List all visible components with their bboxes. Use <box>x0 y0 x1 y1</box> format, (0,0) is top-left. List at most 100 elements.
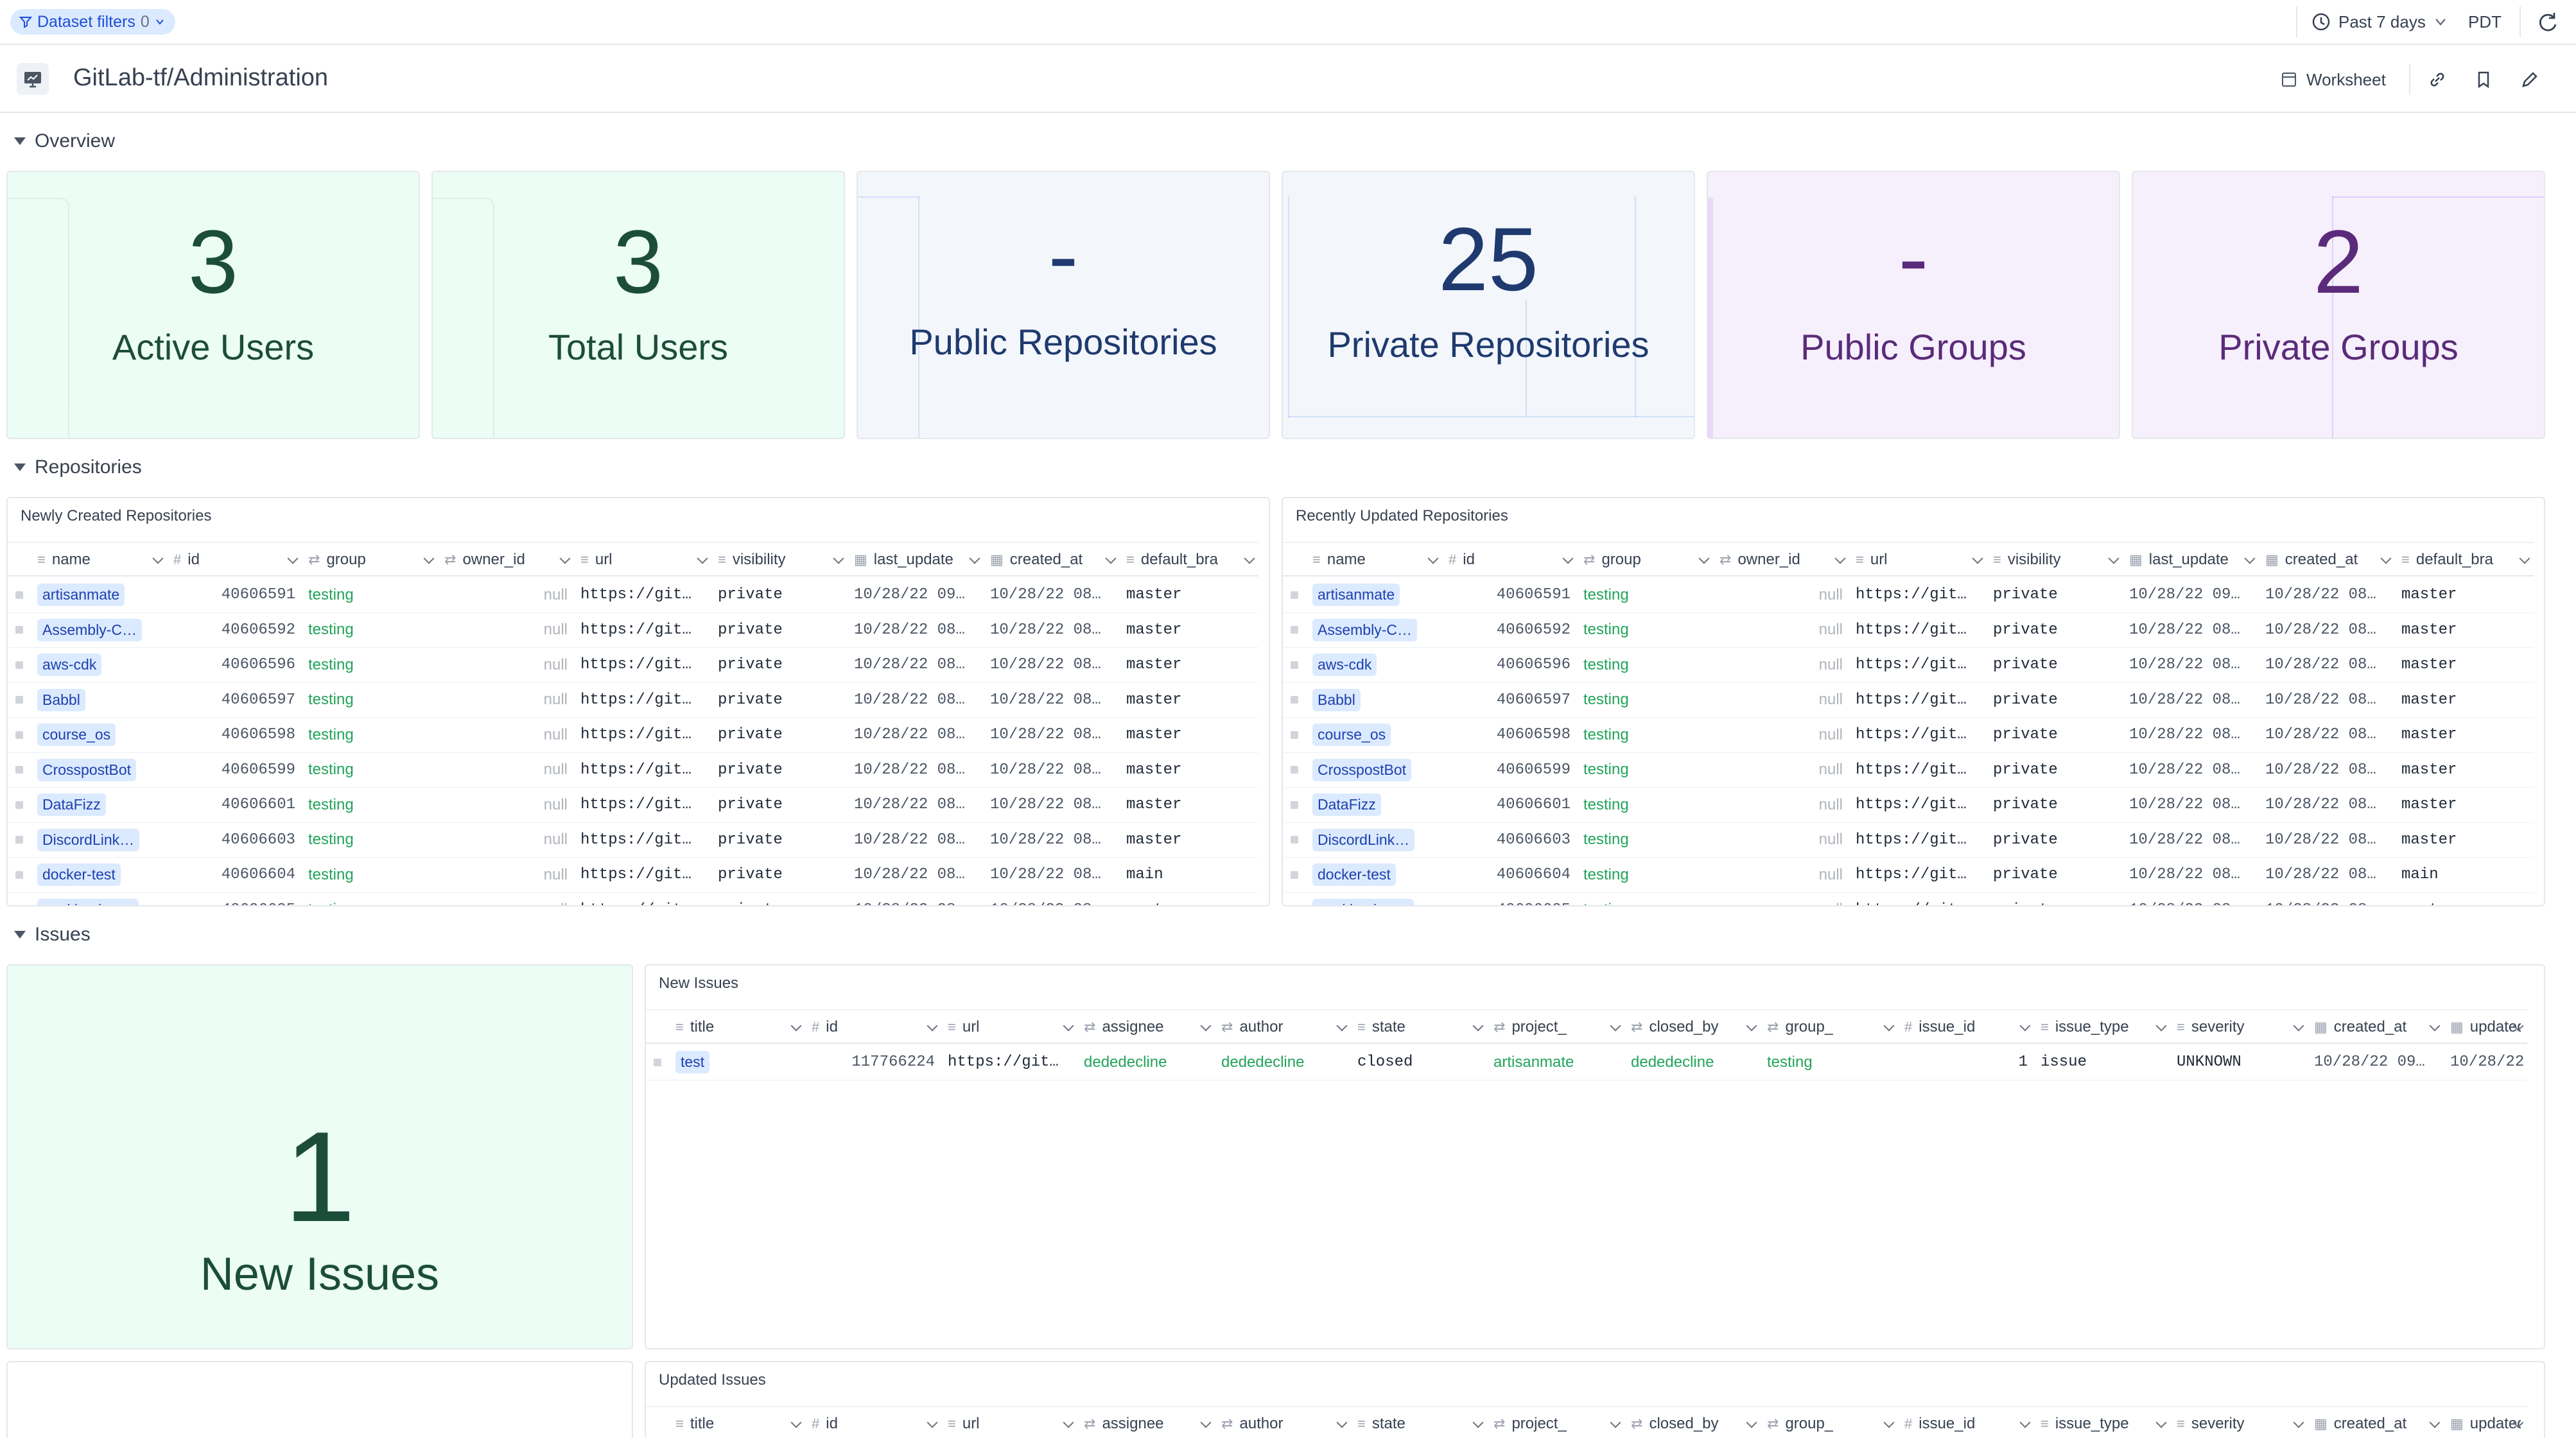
repo-name-tag[interactable]: DiscordLink… <box>37 828 140 851</box>
repo-name-tag[interactable]: Assembly-C… <box>37 618 142 641</box>
chevron-down-icon[interactable] <box>1610 1417 1621 1428</box>
repo-name-tag[interactable]: CrosspostBot <box>1312 758 1412 781</box>
chevron-down-icon[interactable] <box>1336 1417 1348 1428</box>
chevron-down-icon[interactable] <box>2155 1417 2167 1428</box>
chevron-down-icon[interactable] <box>969 553 980 564</box>
chevron-down-icon[interactable] <box>1336 1020 1348 1032</box>
column-header-closed_by[interactable]: ⇄ closed_by <box>1624 1010 1761 1044</box>
column-header-title[interactable]: ≡ title <box>669 1407 805 1438</box>
table-row[interactable]: artisanmate 40606591 testing null https://gi… <box>8 578 1258 613</box>
chevron-down-icon[interactable] <box>1063 1020 1074 1032</box>
section-issues-toggle[interactable]: Issues <box>14 922 91 948</box>
repo-name-tag[interactable]: geekhack-n… <box>37 898 139 905</box>
column-header-url[interactable]: ≡ url <box>574 543 711 576</box>
issue-title-tag[interactable]: test <box>675 1051 710 1074</box>
column-header-issue_id[interactable]: # issue_id <box>1898 1407 2034 1438</box>
column-header-owner_id[interactable]: ⇄ owner_id <box>1713 543 1849 576</box>
column-header-state[interactable]: ≡ state <box>1351 1010 1487 1044</box>
repo-name-tag[interactable]: Assembly-C… <box>1312 618 1417 641</box>
table-row[interactable]: test 117766224 https://git… dededecline dede… <box>646 1045 2527 1080</box>
column-header-state[interactable]: ≡ state <box>1351 1407 1487 1438</box>
chevron-down-icon[interactable] <box>152 553 164 564</box>
chevron-down-icon[interactable] <box>1610 1020 1621 1032</box>
repo-name-tag[interactable]: CrosspostBot <box>37 758 137 781</box>
table-row[interactable]: Babbl 40606597 testing null https://git… priv… <box>8 683 1258 718</box>
table-row[interactable]: docker-test 40606604 testing null https://gi… <box>1283 858 2534 893</box>
worksheet-button[interactable]: Worksheet <box>2281 65 2386 94</box>
repo-name-tag[interactable]: aws-cdk <box>37 654 102 677</box>
repo-name-tag[interactable]: geekhack-n… <box>1312 898 1414 905</box>
repo-name-tag[interactable]: Babbl <box>1312 688 1361 711</box>
chevron-down-icon[interactable] <box>927 1020 938 1032</box>
column-header-author[interactable]: ⇄ author <box>1215 1407 1351 1438</box>
chevron-down-icon[interactable] <box>2244 553 2256 564</box>
chevron-down-icon[interactable] <box>287 553 299 564</box>
chevron-down-icon[interactable] <box>423 553 435 564</box>
dataset-filters-button[interactable]: Dataset filters 0 <box>10 9 175 35</box>
chevron-down-icon[interactable] <box>1427 553 1439 564</box>
chevron-down-icon[interactable] <box>1244 553 1255 564</box>
chevron-down-icon[interactable] <box>2293 1417 2304 1428</box>
column-header-group[interactable]: ⇄ group <box>1577 543 1713 576</box>
column-header-project[interactable]: ⇄ project_ <box>1487 1010 1624 1044</box>
table-row[interactable]: CrosspostBot 40606599 testing null https://g… <box>1283 753 2534 788</box>
repo-name-tag[interactable]: course_os <box>37 723 116 747</box>
column-header-name[interactable]: ≡ name <box>1306 543 1442 576</box>
table-row[interactable]: aws-cdk 40606596 testing null https://git… pr… <box>8 648 1258 683</box>
chevron-down-icon[interactable] <box>2293 1020 2304 1032</box>
refresh-button[interactable] <box>2535 9 2561 35</box>
table-row[interactable]: CrosspostBot 40606599 testing null https://g… <box>8 753 1258 788</box>
chevron-down-icon[interactable] <box>559 553 571 564</box>
chevron-down-icon[interactable] <box>1472 1417 1484 1428</box>
column-header-default_bra[interactable]: ≡ default_bra <box>1120 543 1258 576</box>
table-row[interactable]: aws-cdk 40606596 testing null https://git… pr… <box>1283 648 2534 683</box>
repo-name-tag[interactable]: DiscordLink… <box>1312 828 1415 851</box>
column-header-created_at[interactable]: ▦ created_at <box>2308 1407 2444 1438</box>
column-header-default_bra[interactable]: ≡ default_bra <box>2395 543 2534 576</box>
chevron-down-icon[interactable] <box>2429 1417 2441 1428</box>
column-header-issue_type[interactable]: ≡ issue_type <box>2034 1010 2170 1044</box>
table-row[interactable]: course_os 40606598 testing null https://git…… <box>1283 718 2534 753</box>
repo-name-tag[interactable]: course_os <box>1312 723 1391 747</box>
column-header-project[interactable]: ⇄ project_ <box>1487 1407 1624 1438</box>
chevron-down-icon[interactable] <box>1746 1417 1757 1428</box>
chevron-down-icon[interactable] <box>1105 553 1117 564</box>
column-header-group[interactable]: ⇄ group <box>302 543 438 576</box>
chevron-down-icon[interactable] <box>1472 1020 1484 1032</box>
chevron-down-icon[interactable] <box>790 1020 802 1032</box>
chevron-down-icon[interactable] <box>1746 1020 1757 1032</box>
table-row[interactable]: docker-test 40606604 testing null https://gi… <box>8 858 1258 893</box>
chevron-down-icon[interactable] <box>697 553 708 564</box>
chevron-down-icon[interactable] <box>2519 553 2530 564</box>
chevron-down-icon[interactable] <box>2380 553 2392 564</box>
column-header-created_at[interactable]: ▦ created_at <box>984 543 1120 576</box>
table-row[interactable]: artisanmate 40606591 testing null https://gi… <box>1283 578 2534 613</box>
column-header-group[interactable]: ⇄ group_ <box>1761 1407 1898 1438</box>
column-header-url[interactable]: ≡ url <box>1849 543 1987 576</box>
column-header-url[interactable]: ≡ url <box>941 1407 1077 1438</box>
chevron-down-icon[interactable] <box>1972 553 1983 564</box>
table-row[interactable]: DiscordLink… 40606603 testing null https://g… <box>1283 823 2534 858</box>
table-row[interactable]: Babbl 40606597 testing null https://git… priv… <box>1283 683 2534 718</box>
column-header-assignee[interactable]: ⇄ assignee <box>1077 1407 1215 1438</box>
chevron-down-icon[interactable] <box>2108 553 2119 564</box>
chevron-down-icon[interactable] <box>1698 553 1710 564</box>
column-header-id[interactable]: # id <box>167 543 302 576</box>
column-header-id[interactable]: # id <box>805 1010 941 1044</box>
chevron-down-icon[interactable] <box>1200 1417 1212 1428</box>
table-row[interactable]: DiscordLink… 40606603 testing null https://g… <box>8 823 1258 858</box>
chevron-down-icon[interactable] <box>1063 1417 1074 1428</box>
column-header-last_update[interactable]: ▦ last_update <box>2123 543 2259 576</box>
column-header-id[interactable]: # id <box>1442 543 1577 576</box>
column-header-closed_by[interactable]: ⇄ closed_by <box>1624 1407 1761 1438</box>
repo-name-tag[interactable]: artisanmate <box>37 584 125 607</box>
column-header-visibility[interactable]: ≡ visibility <box>711 543 848 576</box>
chevron-down-icon[interactable] <box>2019 1020 2031 1032</box>
repo-name-tag[interactable]: aws-cdk <box>1312 654 1377 677</box>
column-header-title[interactable]: ≡ title <box>669 1010 805 1044</box>
column-header-url[interactable]: ≡ url <box>941 1010 1077 1044</box>
chevron-down-icon[interactable] <box>1200 1020 1212 1032</box>
table-row[interactable]: course_os 40606598 testing null https://git…… <box>8 718 1258 753</box>
repo-name-tag[interactable]: DataFizz <box>1312 793 1381 817</box>
column-header-severity[interactable]: ≡ severity <box>2170 1010 2308 1044</box>
